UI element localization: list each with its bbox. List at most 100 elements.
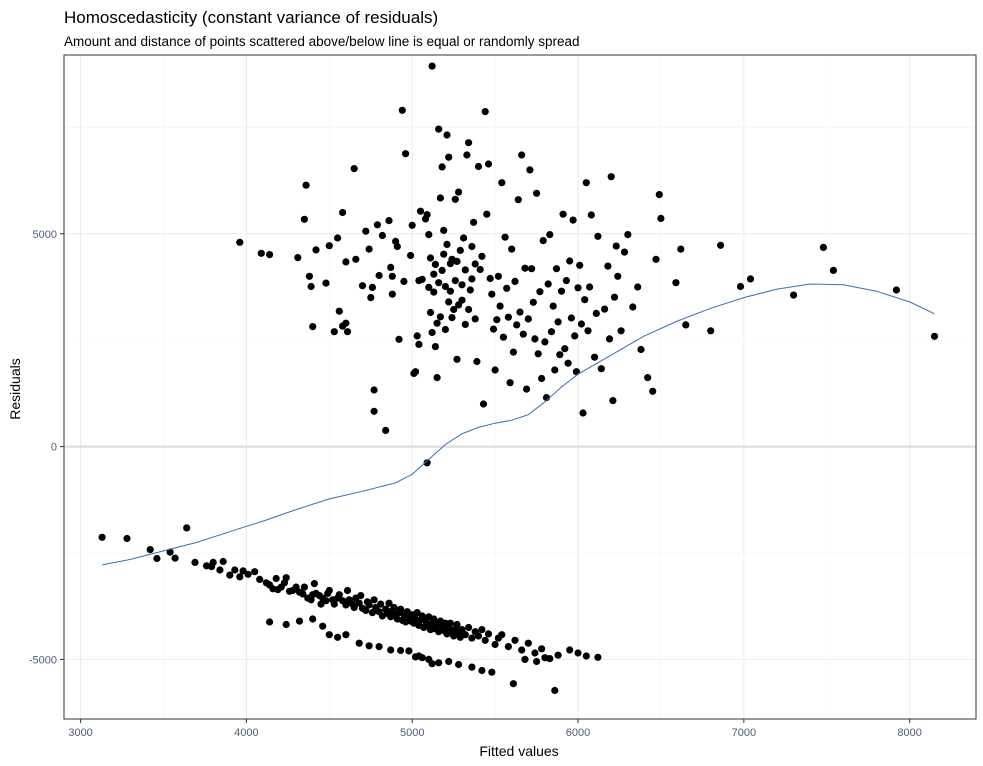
data-point <box>435 659 443 667</box>
data-point <box>561 345 569 353</box>
data-point <box>531 335 539 343</box>
data-point <box>390 603 398 612</box>
data-point <box>460 234 468 242</box>
chart-subtitle: Amount and distance of points scattered … <box>64 34 580 49</box>
data-point <box>614 272 622 280</box>
data-point <box>504 313 512 321</box>
data-point <box>790 291 798 299</box>
data-point <box>481 108 489 116</box>
data-point <box>388 290 396 298</box>
data-point <box>562 277 571 285</box>
data-point <box>443 240 451 248</box>
data-point <box>564 359 572 367</box>
data-point <box>362 227 370 235</box>
data-point <box>609 397 617 405</box>
data-point <box>620 248 629 256</box>
y-tick-label: 5000 <box>33 229 57 241</box>
data-point <box>473 357 481 366</box>
y-axis-title: Residuals <box>7 358 23 419</box>
data-point <box>508 245 516 253</box>
data-point <box>594 232 602 240</box>
data-point <box>574 649 582 657</box>
data-point <box>533 189 541 197</box>
data-point <box>352 255 360 263</box>
data-point <box>448 314 456 322</box>
grid <box>64 55 976 719</box>
data-point <box>531 649 539 657</box>
data-point <box>484 630 493 638</box>
data-point <box>339 322 347 330</box>
data-point <box>649 387 657 395</box>
data-point <box>521 655 529 664</box>
data-point <box>322 597 330 605</box>
data-point <box>571 332 579 340</box>
data-point <box>498 179 506 187</box>
data-point <box>538 645 546 653</box>
data-point <box>418 654 426 662</box>
data-point <box>468 634 476 642</box>
data-point <box>368 609 376 617</box>
data-point <box>551 686 559 695</box>
data-point <box>322 279 330 287</box>
data-point <box>440 250 448 258</box>
data-point <box>572 368 581 376</box>
data-point <box>541 654 549 662</box>
data-point <box>413 332 421 340</box>
data-point <box>504 643 512 651</box>
data-point <box>455 660 463 669</box>
data-point <box>294 254 302 262</box>
x-tick-label: 6000 <box>566 727 590 739</box>
data-point <box>634 283 642 291</box>
data-point <box>236 573 244 581</box>
data-point <box>478 666 486 675</box>
data-point <box>425 231 433 239</box>
data-point <box>463 151 471 159</box>
data-point <box>385 599 393 607</box>
data-point <box>461 320 469 328</box>
data-point <box>375 643 383 651</box>
data-point <box>282 620 290 629</box>
data-point <box>582 652 590 660</box>
smooth-trend-line <box>102 283 935 566</box>
data-point <box>423 211 431 219</box>
data-point <box>528 265 536 273</box>
data-point <box>426 308 435 317</box>
data-point <box>682 321 690 329</box>
data-point <box>398 106 406 114</box>
data-point <box>518 151 526 159</box>
data-point <box>309 323 317 331</box>
data-point <box>395 335 403 343</box>
data-point <box>446 287 454 295</box>
data-point <box>402 150 410 158</box>
data-point <box>325 631 333 639</box>
data-point <box>355 639 363 647</box>
data-point <box>496 302 504 310</box>
data-point <box>428 62 436 70</box>
data-point <box>554 651 562 659</box>
data-point <box>586 283 594 291</box>
data-point <box>350 165 358 173</box>
data-point <box>479 400 488 408</box>
data-point <box>494 272 502 280</box>
data-point <box>546 231 554 239</box>
data-point <box>343 586 352 595</box>
data-point <box>587 211 595 219</box>
data-point <box>334 633 342 641</box>
data-point <box>295 617 304 625</box>
y-tick-label: -5000 <box>29 654 57 666</box>
data-point <box>567 314 576 322</box>
data-point <box>536 288 544 296</box>
data-point <box>610 293 619 301</box>
data-point <box>707 327 715 335</box>
x-tick-label: 4000 <box>234 727 258 739</box>
data-point <box>644 374 652 382</box>
data-point <box>534 350 542 358</box>
data-point <box>300 583 308 591</box>
y-axis-ticks: -5000 0 5000 <box>29 229 64 666</box>
data-point <box>325 242 333 250</box>
data-point <box>272 574 280 583</box>
data-point <box>493 316 501 324</box>
data-point <box>513 321 521 329</box>
data-point <box>282 574 290 582</box>
data-point <box>310 580 318 588</box>
